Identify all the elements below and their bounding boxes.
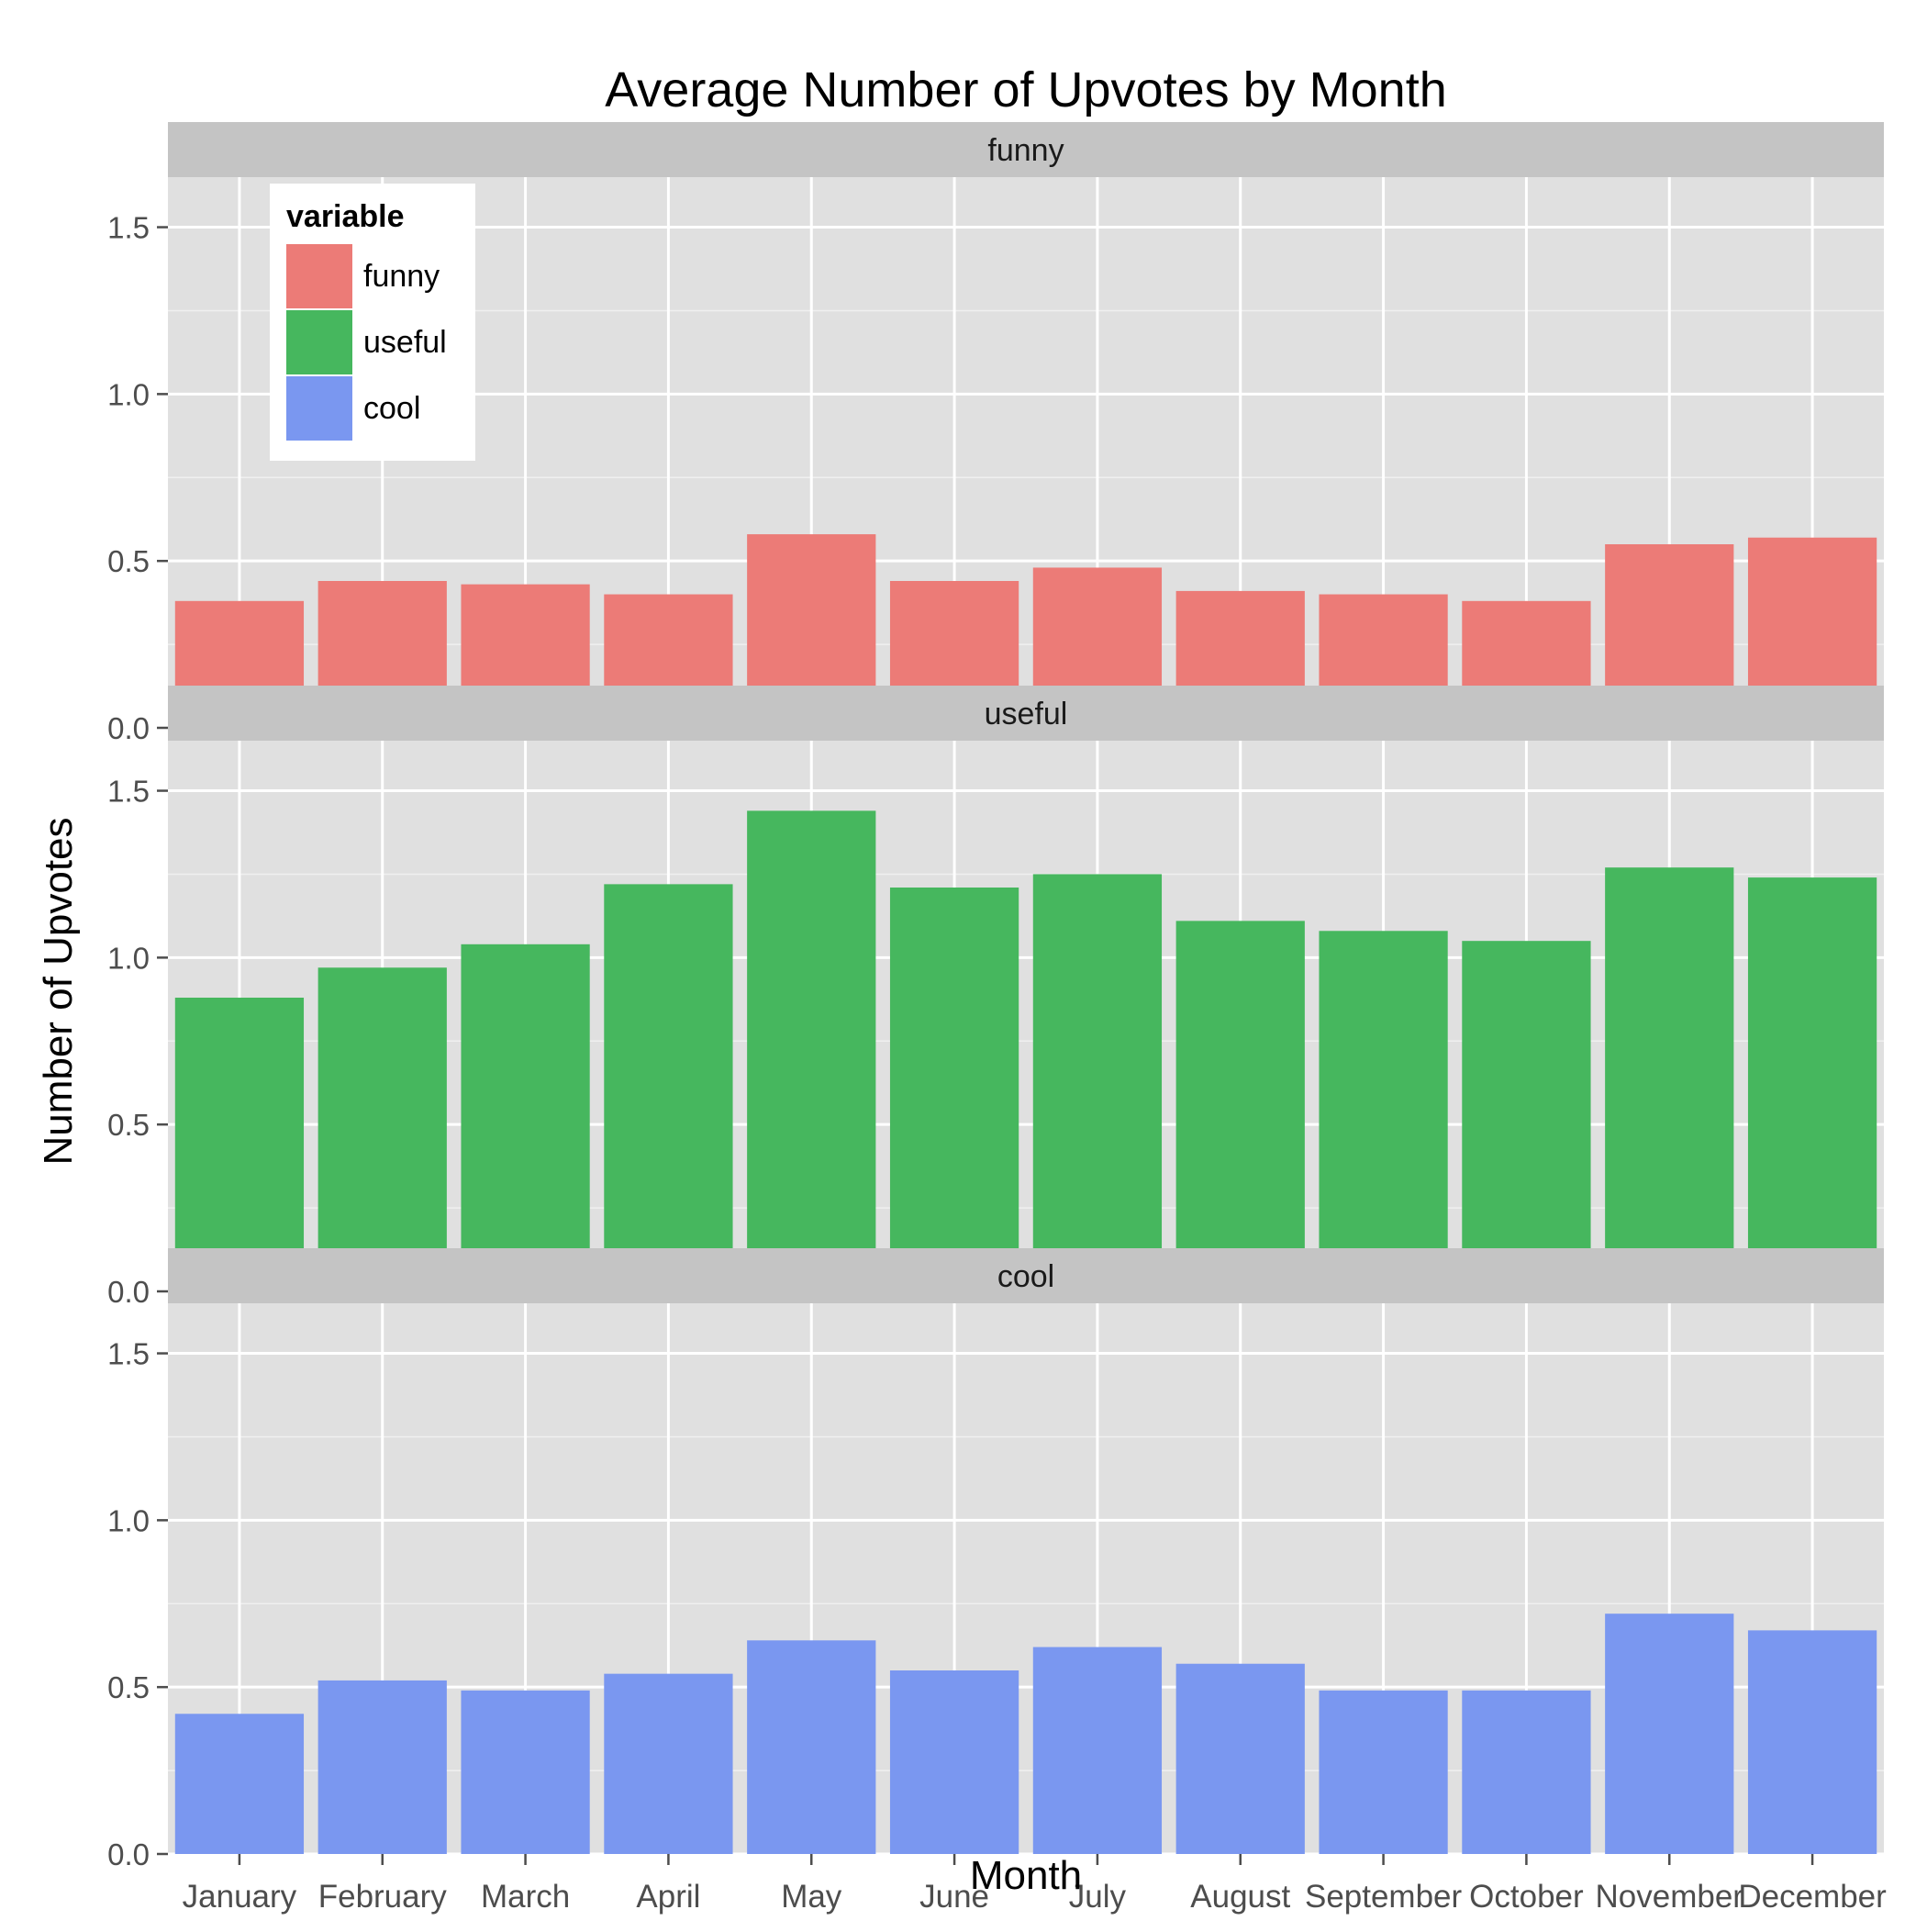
facet-strip-label: useful xyxy=(985,697,1068,731)
bar-useful-august xyxy=(1175,921,1305,1291)
bar-cool-october xyxy=(1462,1690,1591,1854)
x-tick-label: July xyxy=(1069,1879,1127,1915)
x-tick-label: January xyxy=(183,1879,297,1915)
x-tick-label: December xyxy=(1738,1879,1887,1915)
legend-key-useful xyxy=(286,310,352,374)
x-tick-label: November xyxy=(1596,1879,1744,1915)
y-tick-label: 0.5 xyxy=(107,1108,150,1142)
bar-useful-july xyxy=(1032,874,1163,1291)
x-tick-label: May xyxy=(781,1879,842,1915)
y-tick-label: 0.5 xyxy=(107,544,150,578)
y-tick-label: 1.5 xyxy=(107,775,150,809)
bar-cool-november xyxy=(1605,1614,1734,1854)
legend: variable funny useful cool xyxy=(270,184,475,461)
bar-useful-december xyxy=(1747,877,1877,1291)
x-tick-label: September xyxy=(1305,1879,1463,1915)
bar-cool-july xyxy=(1032,1647,1163,1854)
plot-panel-background xyxy=(168,1303,1884,1854)
legend-title: variable xyxy=(286,199,405,234)
y-tick-label: 0.0 xyxy=(107,1837,150,1871)
bar-cool-december xyxy=(1747,1630,1877,1854)
bar-useful-march xyxy=(461,944,590,1291)
bar-useful-april xyxy=(604,884,733,1291)
bar-cool-september xyxy=(1319,1690,1448,1854)
y-axis-title: Number of Upvotes xyxy=(36,817,81,1165)
bar-cool-april xyxy=(604,1673,733,1854)
bar-useful-january xyxy=(174,998,305,1291)
bar-useful-september xyxy=(1319,931,1448,1291)
y-tick-label: 1.0 xyxy=(107,1503,150,1537)
facet-strip-funny xyxy=(168,122,1884,177)
legend-key-cool xyxy=(286,376,352,441)
facet-strip-useful xyxy=(168,686,1884,741)
y-tick-label: 1.0 xyxy=(107,377,150,411)
facet-panels: funny 0.0 0.5 1.0 1.5 useful 0.0 0.5 1.0 1.5 cool 0… xyxy=(107,122,1884,1871)
legend-label-useful: useful xyxy=(363,325,447,360)
y-tick-label: 0.0 xyxy=(107,711,150,745)
bar-cool-february xyxy=(317,1680,447,1854)
bar-useful-november xyxy=(1605,867,1734,1291)
y-tick-label: 0.0 xyxy=(107,1275,150,1309)
plot-panel-background xyxy=(168,741,1884,1291)
facet-panel-useful: useful 0.0 0.5 1.0 1.5 xyxy=(107,686,1884,1309)
x-axis-ticks: January February March April May June July Augu… xyxy=(183,1879,1887,1915)
facet-panel-cool: cool 0.0 0.5 1.0 1.5 xyxy=(107,1248,1884,1871)
bar-useful-june xyxy=(889,888,1019,1291)
legend-label-funny: funny xyxy=(363,259,440,294)
bar-useful-february xyxy=(317,967,447,1291)
bar-useful-october xyxy=(1462,941,1591,1291)
x-axis-title: Month xyxy=(970,1853,1082,1898)
legend-label-cool: cool xyxy=(363,391,420,426)
bar-cool-june xyxy=(889,1670,1019,1854)
bar-cool-january xyxy=(174,1714,305,1854)
bar-cool-march xyxy=(461,1690,590,1854)
chart-title: Average Number of Upvotes by Month xyxy=(605,62,1446,117)
x-tick-label: March xyxy=(481,1879,570,1915)
bar-cool-august xyxy=(1175,1663,1305,1854)
x-tick-label: October xyxy=(1469,1879,1584,1915)
bar-useful-may xyxy=(747,810,876,1291)
legend-key-funny xyxy=(286,244,352,308)
facet-strip-label: funny xyxy=(987,133,1064,168)
facet-strip-cool xyxy=(168,1248,1884,1303)
y-tick-label: 1.5 xyxy=(107,1337,150,1371)
bar-cool-may xyxy=(747,1640,876,1854)
x-tick-label: June xyxy=(919,1879,989,1915)
x-tick-label: August xyxy=(1190,1879,1290,1915)
x-tick-label: April xyxy=(636,1879,700,1915)
y-tick-label: 0.5 xyxy=(107,1670,150,1704)
facet-strip-label: cool xyxy=(997,1259,1054,1294)
y-tick-label: 1.5 xyxy=(107,211,150,245)
y-tick-label: 1.0 xyxy=(107,941,150,975)
x-tick-label: February xyxy=(318,1879,448,1915)
